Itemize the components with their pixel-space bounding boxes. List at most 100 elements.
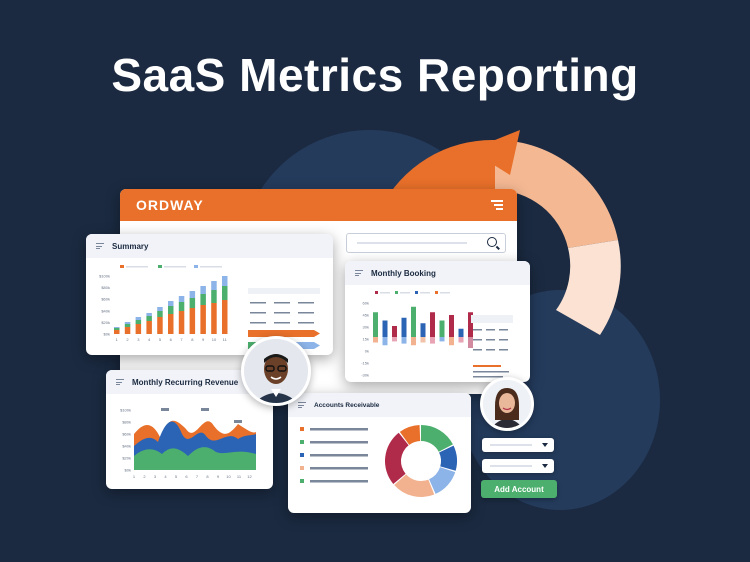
legend-swatch [300,453,304,457]
bar [200,286,206,294]
table-header [471,315,513,323]
bar [124,327,131,334]
legend-label-line [126,266,148,268]
table-cell-line [250,312,266,314]
bar [401,337,407,344]
table-cell-line [274,302,290,304]
y-tick-label: $0k [125,468,131,473]
bar [168,314,174,334]
legend-swatch [300,466,304,470]
hamburger-icon[interactable] [355,269,363,278]
y-tick-label: 30k [363,325,369,330]
mrr-chart: $100k$80k$60k$40k$20k$0k1 2 3 4 5 6 7 8 9 10 11 12 [120,408,256,479]
hamburger-icon[interactable] [96,242,104,251]
bar [200,294,206,305]
donut-slice [429,467,456,494]
legend-label-line [380,292,390,294]
bar [420,323,426,337]
bar [439,320,445,337]
summary-chart: $0k $20k $40k $60k $80k $100k 1 2 3 4 5 6 7 8 9 10 11 [99,265,320,349]
man-avatar [241,336,311,406]
y-tick-label: $40k [101,308,110,313]
bar [168,306,174,314]
bar [211,290,217,303]
x-tick-label: 5 [159,337,162,342]
legend-label-line [200,266,222,268]
y-tick-label: $60k [101,297,110,302]
y-tick-label: $60k [122,432,131,437]
search-placeholder-line [357,242,467,244]
donut-slice [394,474,435,497]
filter-dropdown-2[interactable] [482,459,554,473]
bar [211,281,217,290]
filter-dropdown-1[interactable] [482,438,554,452]
dropdown-value-line [490,444,532,446]
bar [430,312,435,337]
y-tick-label: $80k [122,420,131,425]
bar [449,337,454,346]
dropdown-value-line [490,465,532,467]
bar [189,291,196,298]
bar [114,328,120,330]
x-tick-label: 4 [148,337,151,342]
bar [189,298,196,308]
bar [189,308,196,334]
ar-title: Accounts Receivable [314,401,380,409]
ar-chart [300,425,457,497]
hamburger-icon[interactable] [298,401,306,410]
search-input[interactable] [346,233,506,253]
bar [458,337,464,343]
legend-swatch [415,291,418,294]
x-tick-label: 6 [185,474,188,479]
y-tick-label: $20k [122,456,131,461]
summary-title: Summary [112,241,149,251]
table-cell-line [473,329,482,331]
add-account-button[interactable]: Add Account [481,480,557,498]
menu-icon[interactable] [491,198,503,212]
bar [382,337,388,346]
table-cell-line [250,322,266,324]
table-cell-line [486,339,495,341]
booking-title: Monthly Booking [371,268,436,278]
legend-label-line [310,467,368,470]
table-cell-line [250,302,266,304]
donut-slice [385,432,409,484]
bar [222,286,228,300]
table-cell-line [486,329,495,331]
bar [168,301,174,306]
brand-logo: ORDWAY [136,197,204,213]
table-cell-line [298,302,314,304]
table-cell-line [298,312,314,314]
y-tick-label: 60k [363,301,369,306]
bar [124,322,131,324]
y-tick-label: $20k [101,320,110,325]
legend-swatch [300,440,304,444]
table-header [248,288,320,294]
bar [211,303,217,334]
summary-card: Summary $0k $20k $40k $60k $80k $100k 1 2 3 4 5 6 7 8… [86,234,333,355]
hamburger-icon[interactable] [116,378,124,387]
legend-label-line [310,454,368,457]
y-tick-label: 45k [363,313,369,318]
booking-header: Monthly Booking [345,261,530,285]
search-icon[interactable] [487,237,497,247]
donut-slice [421,425,453,452]
table-cell-line [499,349,508,351]
summary-header: Summary [86,234,333,258]
table-cell-line [298,322,314,324]
bar [146,321,152,334]
legend-swatch [300,479,304,483]
bar [382,320,388,337]
bar [146,313,152,316]
bar [392,337,397,342]
legend-swatch [158,265,162,268]
bar [439,337,445,342]
legend-swatch [194,265,198,268]
bar [114,327,120,328]
table-cell-line [274,312,290,314]
bar [373,312,378,337]
bar [157,307,163,311]
x-tick-label: 7 [180,337,183,342]
bar [157,311,163,317]
legend-label-line [310,480,368,483]
